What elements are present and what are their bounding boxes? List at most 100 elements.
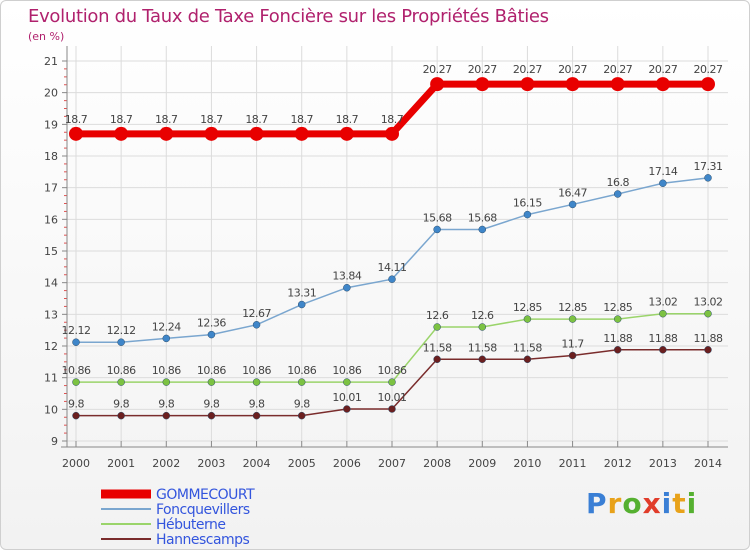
data-point — [613, 315, 622, 323]
data-label: 18.7 — [336, 113, 359, 126]
data-label: 9.8 — [113, 398, 129, 411]
data-point — [297, 300, 306, 309]
data-label: 18.7 — [65, 113, 88, 126]
logo-letter: t — [672, 487, 687, 520]
data-point — [72, 378, 80, 386]
data-label: 12.85 — [558, 301, 587, 314]
y-tick-label: 13 — [44, 308, 58, 321]
data-label: 16.15 — [513, 197, 542, 210]
data-label: 17.14 — [648, 165, 677, 178]
data-label: 13.31 — [287, 287, 316, 300]
data-label: 16.8 — [606, 176, 629, 189]
x-tick-label: 2008 — [423, 457, 451, 470]
data-point — [207, 378, 216, 386]
data-label: 13.84 — [332, 270, 361, 283]
data-point — [252, 321, 261, 329]
y-tick-label: 20 — [44, 87, 58, 100]
logo-letter: i — [661, 487, 673, 520]
chart-title: Evolution du Taux de Taxe Foncière sur l… — [28, 6, 549, 27]
data-label: 9.8 — [158, 398, 174, 411]
data-label: 11.88 — [648, 332, 677, 345]
data-label: 12.67 — [242, 307, 271, 320]
logo-letter: P — [586, 487, 608, 520]
data-point — [252, 411, 261, 420]
data-point — [252, 378, 261, 386]
data-label: 10.86 — [62, 364, 91, 377]
data-point — [339, 126, 354, 141]
legend-label: GOMMECOURT — [156, 487, 255, 503]
data-label: 9.8 — [203, 398, 219, 411]
x-tick-label: 2010 — [513, 457, 541, 470]
data-point — [523, 210, 532, 219]
data-point — [430, 77, 445, 92]
data-label: 18.7 — [200, 113, 223, 126]
legend-label: Hannescamps — [156, 532, 250, 548]
x-tick-label: 2014 — [694, 457, 722, 470]
x-tick-label: 2009 — [468, 457, 496, 470]
data-label: 20.27 — [558, 63, 587, 76]
logo-letter: o — [622, 487, 643, 520]
x-tick-label: 2002 — [152, 457, 180, 470]
data-point — [388, 378, 396, 386]
data-point — [655, 77, 670, 92]
data-point — [568, 200, 577, 209]
data-point — [343, 405, 351, 413]
data-point — [294, 126, 309, 141]
data-point — [162, 411, 171, 420]
x-tick-label: 2006 — [333, 457, 361, 470]
logo-letter: i — [686, 487, 698, 520]
x-tick-label: 2004 — [243, 457, 271, 470]
legend: GOMMECOURTFoncquevillersHébuterneHannesc… — [101, 487, 256, 548]
data-point — [114, 126, 129, 141]
data-point — [523, 315, 532, 323]
data-point — [478, 225, 487, 234]
data-point — [613, 346, 622, 354]
data-label: 13.02 — [694, 296, 723, 309]
data-point — [568, 351, 577, 360]
data-label: 10.86 — [107, 364, 136, 377]
x-tick-label: 2012 — [604, 457, 632, 470]
data-point — [478, 355, 487, 364]
logo-letter: r — [607, 487, 623, 520]
data-point — [568, 315, 577, 323]
data-point — [659, 179, 667, 187]
y-tick-label: 15 — [44, 245, 58, 258]
x-tick-label: 2001 — [107, 457, 135, 470]
data-point — [523, 355, 532, 364]
data-label: 10.86 — [242, 364, 271, 377]
y-tick-label: 10 — [44, 403, 58, 416]
data-label: 13.02 — [648, 296, 677, 309]
logo-letter: x — [642, 487, 662, 520]
data-label: 18.7 — [381, 113, 404, 126]
data-label: 9.8 — [294, 398, 310, 411]
data-label: 18.7 — [155, 113, 178, 126]
data-label: 18.7 — [110, 113, 133, 126]
data-label: 11.58 — [468, 341, 497, 354]
data-point — [72, 411, 80, 420]
data-label: 18.7 — [245, 113, 268, 126]
data-point — [72, 338, 80, 346]
data-label: 12.85 — [603, 301, 632, 314]
data-point — [659, 309, 667, 318]
data-label: 11.58 — [513, 341, 542, 354]
data-point — [162, 334, 171, 343]
data-label: 20.27 — [694, 63, 723, 76]
data-point — [207, 411, 216, 420]
series-layer — [69, 77, 715, 420]
y-tick-label: 21 — [44, 55, 58, 68]
y-tick-label: 19 — [44, 118, 58, 131]
data-label: 12.12 — [107, 324, 136, 337]
y-tick-label: 17 — [44, 182, 58, 195]
data-point — [297, 411, 306, 420]
data-point — [162, 378, 171, 386]
data-point — [520, 77, 535, 92]
y-tick-label: 14 — [44, 277, 58, 290]
x-tick-label: 2005 — [288, 457, 316, 470]
data-label: 12.36 — [197, 317, 226, 330]
data-label: 20.27 — [513, 63, 542, 76]
axes: 9 10 11 12 13 14 15 16 17 18 19 20 21 2000 2001 2002 200… — [44, 46, 728, 470]
y-tick-label: 12 — [44, 340, 58, 353]
legend-label: Foncquevillers — [156, 502, 250, 518]
